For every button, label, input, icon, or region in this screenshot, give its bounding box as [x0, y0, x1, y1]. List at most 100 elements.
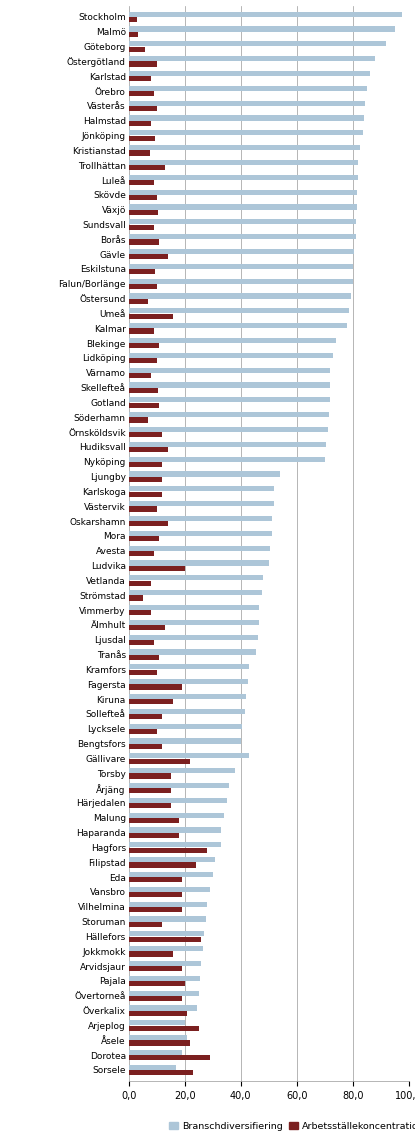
Bar [129, 996, 182, 1001]
Bar [129, 580, 151, 586]
Bar [129, 175, 359, 180]
Bar [129, 501, 274, 507]
Bar [129, 328, 154, 334]
Bar [129, 101, 365, 105]
Bar [129, 833, 179, 837]
Bar [129, 694, 247, 699]
Bar [129, 931, 204, 937]
Bar [129, 388, 158, 392]
Bar [129, 264, 353, 269]
Bar [129, 982, 185, 986]
Bar [129, 205, 357, 209]
Bar [129, 818, 179, 823]
Bar [129, 373, 151, 378]
Bar [129, 522, 168, 526]
Bar [129, 284, 157, 289]
Bar [129, 92, 154, 96]
Bar [129, 625, 165, 630]
Bar [129, 887, 210, 892]
Bar [129, 32, 139, 37]
Bar [129, 343, 159, 349]
Bar [129, 684, 182, 690]
Bar [129, 477, 162, 482]
Bar [129, 432, 162, 437]
Bar [129, 352, 333, 358]
Bar [129, 916, 206, 922]
Bar [129, 753, 249, 758]
Bar [129, 922, 162, 927]
Bar [129, 680, 248, 684]
Bar [129, 427, 327, 432]
Bar [129, 269, 155, 275]
Bar [129, 1070, 193, 1075]
Bar [129, 190, 357, 194]
Bar [129, 1055, 210, 1060]
Bar [129, 1050, 182, 1055]
Bar [129, 47, 145, 51]
Bar [129, 62, 157, 66]
Bar [129, 892, 182, 897]
Bar [129, 877, 182, 882]
Bar [129, 827, 221, 833]
Bar [129, 106, 157, 111]
Bar [129, 654, 159, 660]
Bar [129, 665, 249, 669]
Bar [129, 848, 207, 852]
Bar [129, 937, 202, 942]
Bar [129, 976, 200, 980]
Bar [129, 447, 168, 452]
Bar [129, 194, 157, 200]
Bar [129, 116, 364, 120]
Bar [129, 635, 257, 639]
Bar [129, 551, 154, 556]
Bar [129, 382, 330, 388]
Bar [129, 11, 402, 17]
Bar [129, 842, 221, 848]
Bar [129, 323, 347, 328]
Bar [129, 403, 159, 407]
Bar [129, 209, 158, 215]
Bar [129, 254, 168, 260]
Bar [129, 991, 199, 995]
Bar [129, 26, 395, 32]
Bar [129, 620, 259, 625]
Bar [129, 77, 151, 81]
Bar [129, 639, 154, 645]
Bar [129, 293, 352, 299]
Bar [129, 249, 354, 254]
Bar [129, 41, 386, 47]
Bar [129, 397, 330, 403]
Bar [129, 546, 270, 550]
Bar [129, 961, 202, 966]
Bar [129, 1010, 188, 1016]
Bar [129, 566, 185, 571]
Bar [129, 595, 143, 601]
Bar [129, 863, 196, 867]
Bar [129, 714, 162, 720]
Bar [129, 1035, 188, 1040]
Bar [129, 486, 274, 492]
Bar [129, 313, 173, 319]
Bar [129, 516, 271, 521]
Bar [129, 857, 215, 863]
Bar [129, 412, 329, 418]
Bar [129, 531, 271, 535]
Bar [129, 650, 256, 654]
Bar [129, 1065, 176, 1070]
Bar [129, 537, 159, 541]
Bar [129, 669, 157, 675]
Bar [129, 235, 356, 239]
Bar [129, 17, 137, 22]
Bar [129, 442, 326, 447]
Bar [129, 610, 151, 615]
Bar [129, 1020, 185, 1025]
Bar [129, 768, 235, 773]
Bar [129, 56, 375, 62]
Bar [129, 729, 157, 734]
Bar [129, 952, 173, 956]
Bar [129, 367, 330, 373]
Bar [129, 723, 242, 729]
Bar [129, 150, 150, 156]
Bar [129, 358, 157, 364]
Bar [129, 788, 171, 794]
